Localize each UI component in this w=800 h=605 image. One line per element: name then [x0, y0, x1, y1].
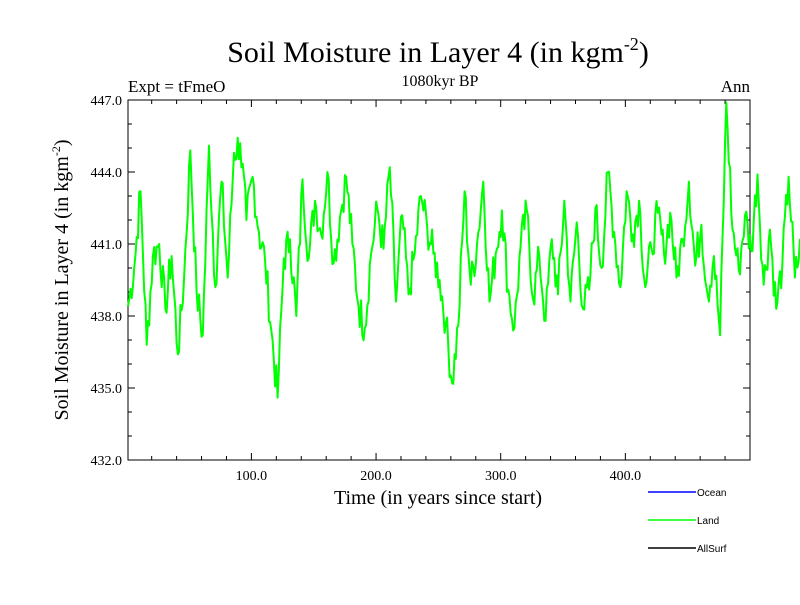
legend-label-land: Land [697, 516, 719, 527]
y-tick-label: 438.0 [91, 310, 123, 325]
y-axis-ticks: 432.0 435.0 438.0 441.0 444.0 447.0 [91, 94, 750, 469]
legend: Ocean Land AllSurf [648, 488, 727, 555]
y-tick-label: 432.0 [91, 454, 123, 469]
x-tick-label: 300.0 [485, 469, 517, 484]
legend-label-ocean: Ocean [697, 488, 726, 499]
y-tick-label: 447.0 [91, 94, 123, 109]
series-group [127, 101, 800, 399]
y-tick-label: 444.0 [91, 166, 123, 181]
series-line-land [127, 101, 800, 399]
y-axis-label: Soil Moisture in Layer 4 (in kgm-2) [49, 139, 73, 420]
chart-title: Soil Moisture in Layer 4 (in kgm-2) [227, 34, 649, 69]
x-tick-label: 100.0 [236, 469, 268, 484]
chart-subtitle: 1080kyr BP [402, 73, 479, 90]
experiment-label: Expt = tFmeO [128, 77, 225, 96]
x-tick-label: 400.0 [610, 469, 642, 484]
legend-label-allsurf: AllSurf [697, 544, 727, 555]
x-axis-label: Time (in years since start) [334, 487, 542, 509]
plot-frame [127, 99, 751, 461]
y-tick-label: 441.0 [91, 238, 123, 253]
x-tick-label: 200.0 [360, 469, 392, 484]
season-label: Ann [721, 77, 751, 96]
y-tick-label: 435.0 [91, 382, 123, 397]
x-axis-ticks: 100.0 200.0 300.0 400.0 [151, 100, 726, 484]
